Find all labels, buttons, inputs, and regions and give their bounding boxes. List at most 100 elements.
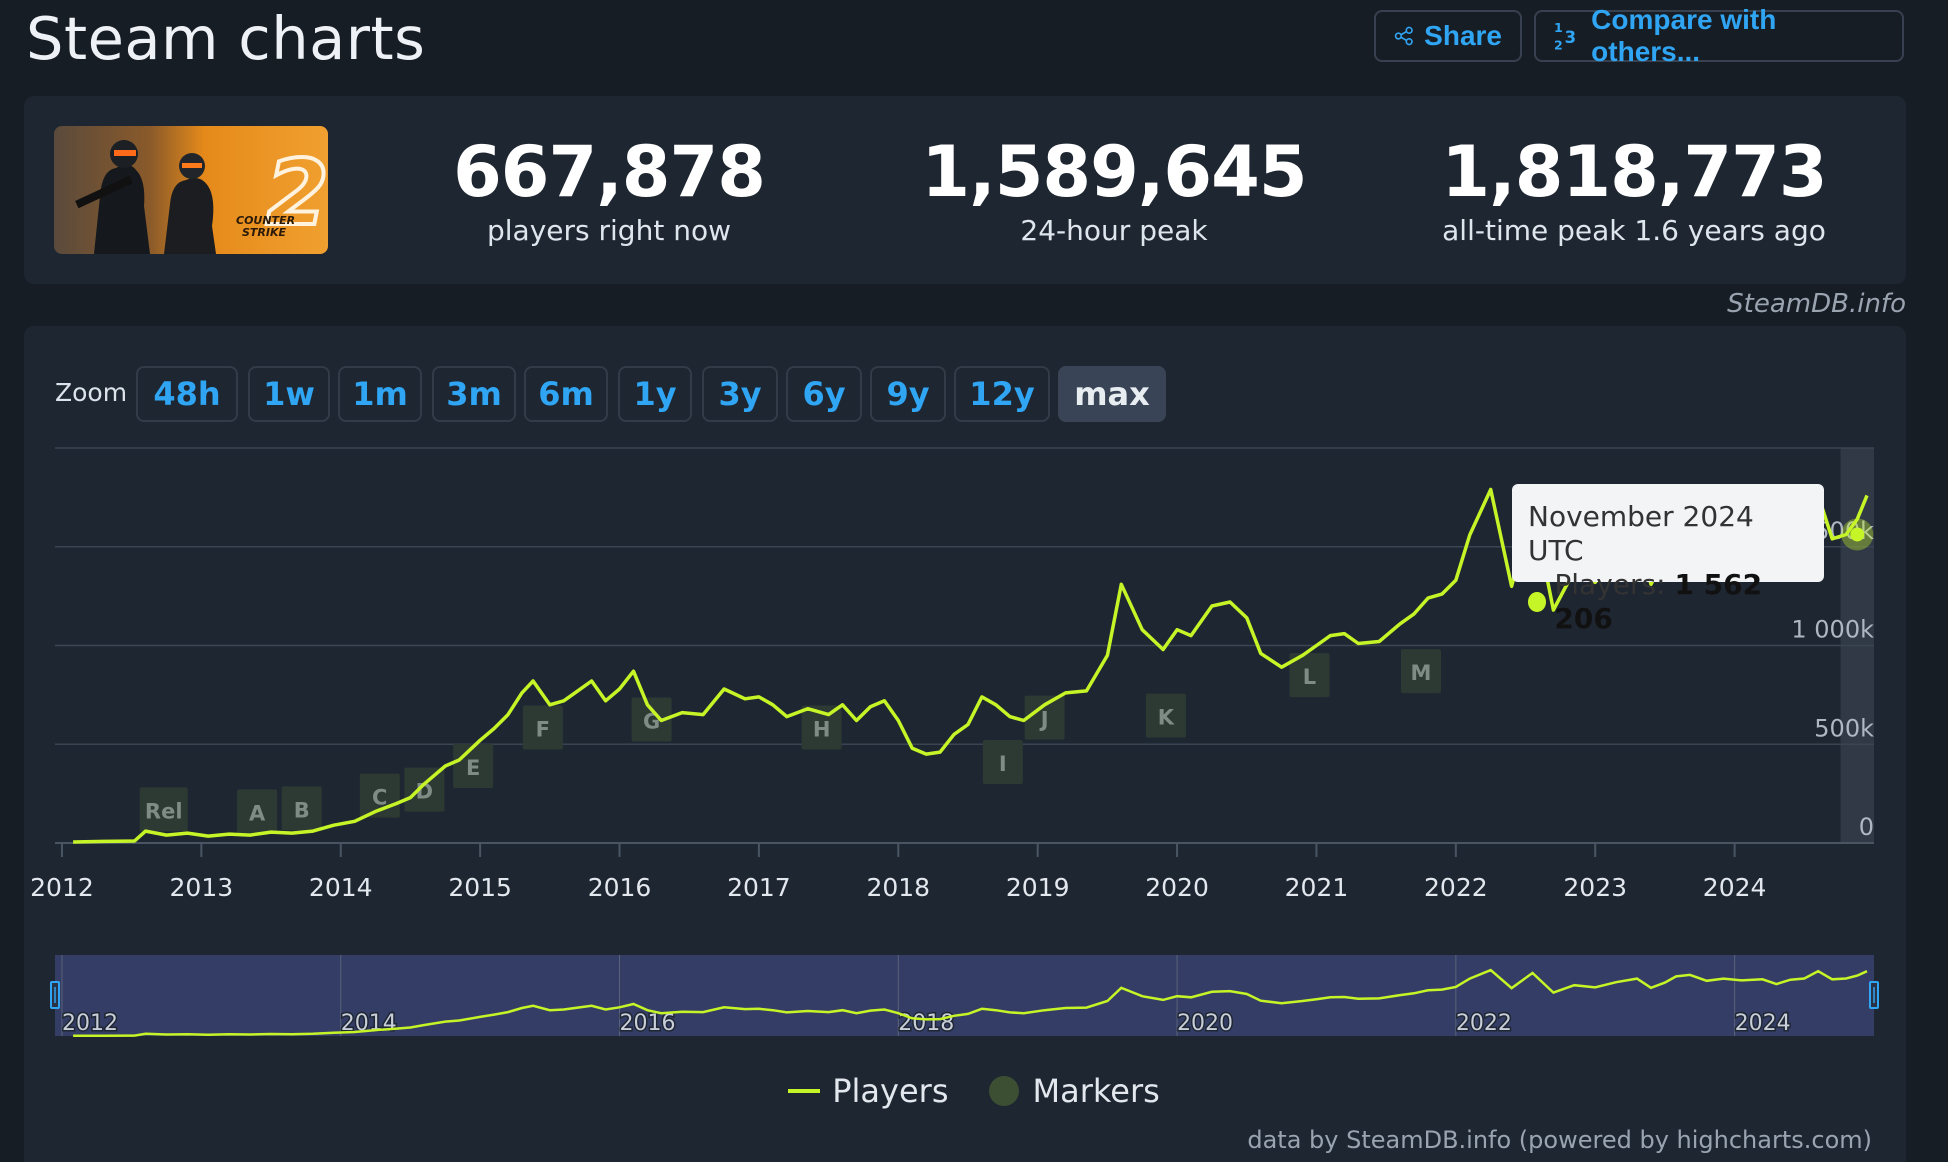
event-marker-label: J <box>1039 708 1049 732</box>
event-marker-label: L <box>1303 665 1316 689</box>
x-tick-label: 2017 <box>727 873 791 902</box>
x-tick-label: 2015 <box>448 873 512 902</box>
zoom-button-48h[interactable]: 48h <box>136 366 238 422</box>
y-tick-label: 0 <box>1859 813 1874 841</box>
zoom-label: Zoom <box>55 378 128 407</box>
tooltip-series-label: Players: <box>1554 568 1675 601</box>
event-marker[interactable]: B <box>281 786 322 831</box>
zoom-button-12y[interactable]: 12y <box>954 366 1050 422</box>
svg-text:COUNTER: COUNTER <box>236 214 295 227</box>
x-tick-label: 2021 <box>1285 873 1349 902</box>
tooltip-title: November 2024 UTC <box>1528 500 1754 567</box>
zoom-button-1w[interactable]: 1w <box>248 366 330 422</box>
zoom-button-3m[interactable]: 3m <box>432 366 516 422</box>
event-marker[interactable]: M <box>1400 649 1441 694</box>
event-marker[interactable]: A <box>237 789 278 834</box>
event-marker-label: G <box>643 710 660 734</box>
event-marker-label: Rel <box>145 799 183 823</box>
legend-players-label: Players <box>832 1072 949 1110</box>
event-marker[interactable]: K <box>1145 693 1186 738</box>
hovered-point <box>1850 527 1865 542</box>
share-button[interactable]: Share <box>1374 10 1522 62</box>
peak-24h-label: 24-hour peak <box>1020 214 1208 247</box>
legend-item-players[interactable]: Players <box>788 1072 948 1110</box>
navigator-tick-label: 2016 <box>620 1011 676 1036</box>
y-tick-label: 1 000k <box>1791 616 1874 644</box>
event-marker-label: E <box>466 756 480 780</box>
share-icon <box>1394 26 1413 46</box>
event-marker[interactable]: E <box>453 743 494 788</box>
x-tick-label: 2020 <box>1145 873 1209 902</box>
event-marker[interactable]: I <box>982 740 1023 784</box>
event-marker[interactable]: Rel <box>139 787 188 832</box>
legend-markers-label: Markers <box>1032 1072 1160 1110</box>
x-tick-label: 2019 <box>1006 873 1070 902</box>
x-tick-label: 2016 <box>588 873 652 902</box>
event-marker-label: C <box>372 786 387 810</box>
event-marker-label: I <box>999 752 1007 776</box>
tooltip-value: 1 562 206 <box>1554 568 1763 635</box>
x-tick-label: 2022 <box>1424 873 1488 902</box>
page-title: Steam charts <box>26 4 426 73</box>
event-marker-label: K <box>1158 706 1175 730</box>
event-marker-label: D <box>416 780 433 804</box>
chart-tooltip: November 2024 UTC Players: 1 562 206 <box>1512 484 1824 635</box>
zoom-button-3y[interactable]: 3y <box>702 366 778 422</box>
steamdb-credit-link[interactable]: SteamDB.info <box>1727 289 1906 319</box>
current-players-label: players right now <box>487 214 731 247</box>
event-marker-label: H <box>813 717 831 741</box>
navigator-tick-label: 2018 <box>898 1011 954 1036</box>
compare-button[interactable]: 1 2 3 Compare with others... <box>1534 4 1904 67</box>
x-tick-label: 2012 <box>30 873 94 902</box>
legend-item-markers[interactable]: Markers <box>988 1072 1160 1110</box>
x-tick-label: 2024 <box>1703 873 1767 902</box>
navigator-left-handle[interactable] <box>50 981 60 1009</box>
svg-text:1: 1 <box>1554 20 1563 35</box>
x-tick-label: 2013 <box>170 873 234 902</box>
chart-legend: Players Markers <box>0 1072 1948 1110</box>
navigator-right-handle[interactable] <box>1869 981 1879 1009</box>
stats-panel: 2 COUNTER STRIKE 667,878 players right n… <box>24 96 1906 284</box>
alltime-peak-stat: 1,818,773 all-time peak 1.6 years ago <box>1424 132 1844 247</box>
alltime-peak-label: all-time peak 1.6 years ago <box>1442 214 1826 247</box>
event-marker[interactable]: G <box>631 697 672 742</box>
event-marker[interactable]: F <box>522 705 563 750</box>
alltime-peak-value: 1,818,773 <box>1441 131 1827 213</box>
zoom-button-1m[interactable]: 1m <box>338 366 422 422</box>
navigator-tick-label: 2012 <box>62 1011 118 1036</box>
peak-24h-value: 1,589,645 <box>921 131 1307 213</box>
event-marker-label: B <box>294 798 310 822</box>
compare-label: Compare with others... <box>1591 4 1777 67</box>
event-marker[interactable]: D <box>404 767 445 812</box>
x-tick-label: 2023 <box>1563 873 1627 902</box>
svg-text:2: 2 <box>1554 38 1563 53</box>
game-thumbnail[interactable]: 2 COUNTER STRIKE <box>54 126 328 254</box>
zoom-button-9y[interactable]: 9y <box>870 366 946 422</box>
navigator-tick-label: 2020 <box>1177 1011 1233 1036</box>
zoom-button-1y[interactable]: 1y <box>618 366 692 422</box>
navigator-mask[interactable] <box>55 955 1874 1036</box>
event-marker-label: F <box>536 717 550 741</box>
x-tick-label: 2014 <box>309 873 373 902</box>
zoom-button-max[interactable]: max <box>1058 366 1166 422</box>
share-label: Share <box>1424 20 1502 51</box>
current-players-value: 667,878 <box>453 131 766 213</box>
chart-credit[interactable]: data by SteamDB.info (powered by highcha… <box>1247 1126 1872 1154</box>
compare-icon: 1 2 3 <box>1554 20 1576 53</box>
event-marker-label: M <box>1411 661 1432 685</box>
event-marker[interactable]: H <box>801 705 842 750</box>
zoom-button-6y[interactable]: 6y <box>786 366 862 422</box>
event-marker[interactable]: L <box>1289 653 1330 698</box>
game-thumbnail-image: 2 COUNTER STRIKE <box>54 126 328 254</box>
navigator-tick-label: 2024 <box>1735 1011 1791 1036</box>
navigator-tick-label: 2022 <box>1456 1011 1512 1036</box>
game-logo-number: 2 <box>266 141 328 246</box>
y-tick-label: 500k <box>1814 714 1874 742</box>
legend-line-icon <box>788 1089 821 1093</box>
zoom-button-6m[interactable]: 6m <box>524 366 608 422</box>
event-marker[interactable]: J <box>1024 695 1065 740</box>
tooltip-series-dot <box>1528 592 1547 612</box>
legend-marker-icon <box>989 1076 1020 1106</box>
svg-text:STRIKE: STRIKE <box>242 226 287 239</box>
